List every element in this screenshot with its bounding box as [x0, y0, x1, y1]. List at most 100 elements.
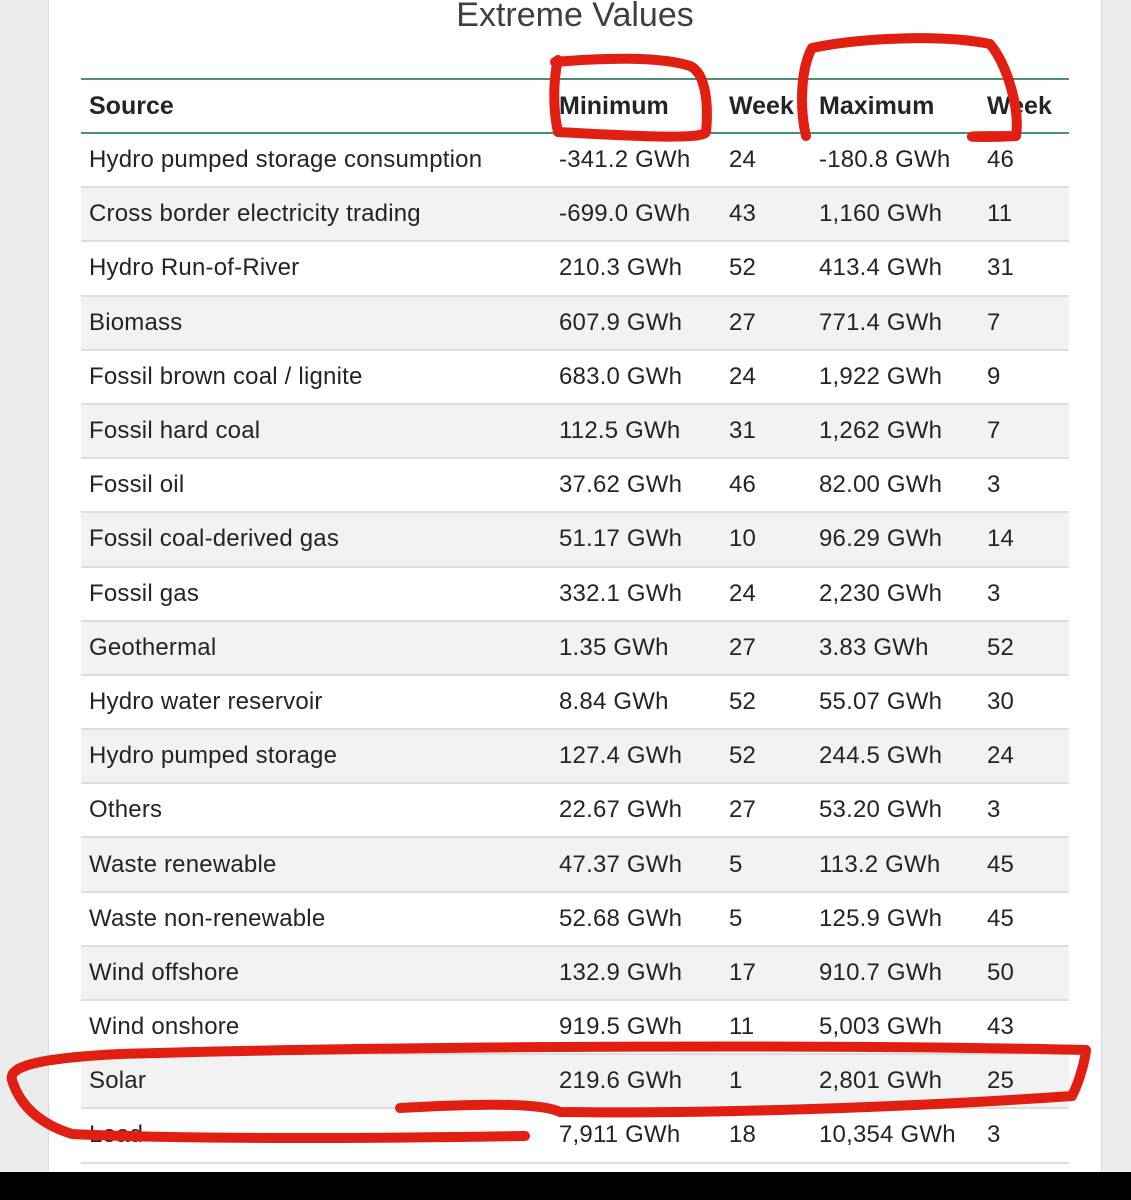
cell-source: Solar: [81, 1054, 551, 1110]
header-max-week[interactable]: Week: [979, 78, 1069, 134]
cell-maximum: 2,801 GWh: [811, 1054, 979, 1110]
cell-min-week: 31: [721, 403, 811, 460]
cell-minimum: -699.0 GWh: [551, 187, 721, 243]
table-row[interactable]: Fossil coal-derived gas 51.17 GWh 10 96.29 …: [81, 512, 1069, 568]
cell-min-week: 43: [721, 187, 811, 243]
table-row[interactable]: Biomass 607.9 GWh 27 771.4 GWh 7: [81, 295, 1069, 351]
cell-minimum: 683.0 GWh: [551, 349, 721, 405]
cell-source: Fossil hard coal: [81, 403, 551, 460]
cell-minimum: 52.68 GWh: [551, 891, 721, 947]
cell-min-week: 46: [721, 458, 811, 514]
table-row[interactable]: Wind onshore 919.5 GWh 11 5,003 GWh 43: [81, 1000, 1069, 1056]
table-header-row: Source Minimum Week Maximum Week: [81, 78, 1069, 134]
cell-minimum: 37.62 GWh: [551, 458, 721, 514]
page-title: Extreme Values: [456, 0, 694, 34]
cell-maximum: 1,922 GWh: [811, 349, 979, 405]
cell-min-week: 24: [721, 566, 811, 622]
table-row[interactable]: Solar 219.6 GWh 1 2,801 GWh 25: [81, 1054, 1069, 1110]
cell-minimum: 219.6 GWh: [551, 1054, 721, 1110]
table-row[interactable]: Waste renewable 47.37 GWh 5 113.2 GWh 45: [81, 837, 1069, 893]
cell-max-week: 52: [979, 620, 1069, 676]
cell-maximum: 55.07 GWh: [811, 674, 979, 731]
cell-min-week: 52: [721, 729, 811, 785]
cell-source: Load: [81, 1108, 551, 1164]
cell-source: Cross border electricity trading: [81, 187, 551, 243]
header-maximum[interactable]: Maximum: [811, 78, 979, 134]
extreme-values-table: Source Minimum Week Maximum Week Hydro p…: [81, 78, 1069, 1164]
table-row[interactable]: Load 7,911 GWh 18 10,354 GWh 3: [81, 1108, 1069, 1164]
cell-max-week: 24: [979, 729, 1069, 785]
cell-max-week: 7: [979, 295, 1069, 351]
table-row[interactable]: Fossil oil 37.62 GWh 46 82.00 GWh 3: [81, 458, 1069, 514]
cell-max-week: 46: [979, 133, 1069, 189]
header-minimum[interactable]: Minimum: [551, 78, 721, 134]
table-row[interactable]: Hydro water reservoir 8.84 GWh 52 55.07 GWh…: [81, 674, 1069, 731]
table-row[interactable]: Cross border electricity trading -699.0 G…: [81, 187, 1069, 243]
cell-maximum: 2,230 GWh: [811, 566, 979, 622]
cell-minimum: 127.4 GWh: [551, 729, 721, 785]
cell-maximum: 1,262 GWh: [811, 403, 979, 460]
cell-min-week: 18: [721, 1108, 811, 1164]
table-row[interactable]: Hydro pumped storage 127.4 GWh 52 244.5 GWh…: [81, 729, 1069, 785]
cell-maximum: 771.4 GWh: [811, 295, 979, 351]
table-row[interactable]: Waste non-renewable 52.68 GWh 5 125.9 GWh 45: [81, 891, 1069, 947]
cell-minimum: 332.1 GWh: [551, 566, 721, 622]
cell-min-week: 17: [721, 945, 811, 1002]
extreme-values-card: Extreme Values Source Minimum Week Maxim…: [48, 0, 1102, 1172]
table-row[interactable]: Others 22.67 GWh 27 53.20 GWh 3: [81, 783, 1069, 839]
cell-source: Waste renewable: [81, 837, 551, 893]
cell-source: Biomass: [81, 295, 551, 351]
cell-maximum: 3.83 GWh: [811, 620, 979, 676]
cell-min-week: 11: [721, 1000, 811, 1056]
cell-min-week: 24: [721, 349, 811, 405]
header-min-week[interactable]: Week: [721, 78, 811, 134]
cell-max-week: 3: [979, 566, 1069, 622]
cell-maximum: 125.9 GWh: [811, 891, 979, 947]
cell-max-week: 31: [979, 241, 1069, 297]
cell-max-week: 11: [979, 187, 1069, 243]
cell-min-week: 52: [721, 674, 811, 731]
bottom-bar: [0, 1172, 1131, 1200]
cell-min-week: 5: [721, 891, 811, 947]
cell-max-week: 3: [979, 458, 1069, 514]
cell-minimum: 112.5 GWh: [551, 403, 721, 460]
cell-source: Geothermal: [81, 620, 551, 676]
cell-maximum: 244.5 GWh: [811, 729, 979, 785]
cell-source: Hydro pumped storage: [81, 729, 551, 785]
table-row[interactable]: Hydro Run-of-River 210.3 GWh 52 413.4 GWh 31: [81, 241, 1069, 297]
cell-maximum: 96.29 GWh: [811, 512, 979, 568]
cell-max-week: 7: [979, 403, 1069, 460]
cell-min-week: 27: [721, 783, 811, 839]
cell-minimum: 919.5 GWh: [551, 1000, 721, 1056]
cell-min-week: 10: [721, 512, 811, 568]
cell-maximum: 113.2 GWh: [811, 837, 979, 893]
header-source[interactable]: Source: [81, 78, 551, 134]
table-body: Hydro pumped storage consumption -341.2 G…: [81, 133, 1069, 1164]
cell-max-week: 45: [979, 837, 1069, 893]
cell-min-week: 24: [721, 133, 811, 189]
table-row[interactable]: Hydro pumped storage consumption -341.2 G…: [81, 133, 1069, 189]
cell-minimum: -341.2 GWh: [551, 133, 721, 189]
table-row[interactable]: Fossil hard coal 112.5 GWh 31 1,262 GWh 7: [81, 403, 1069, 460]
cell-max-week: 43: [979, 1000, 1069, 1056]
table-row[interactable]: Geothermal 1.35 GWh 27 3.83 GWh 52: [81, 620, 1069, 676]
cell-maximum: 413.4 GWh: [811, 241, 979, 297]
cell-max-week: 9: [979, 349, 1069, 405]
table-row[interactable]: Fossil brown coal / lignite 683.0 GWh 24 1,…: [81, 349, 1069, 405]
cell-source: Fossil gas: [81, 566, 551, 622]
cell-minimum: 22.67 GWh: [551, 783, 721, 839]
cell-minimum: 8.84 GWh: [551, 674, 721, 731]
cell-max-week: 3: [979, 1108, 1069, 1164]
cell-maximum: 10,354 GWh: [811, 1108, 979, 1164]
table-row[interactable]: Fossil gas 332.1 GWh 24 2,230 GWh 3: [81, 566, 1069, 622]
cell-minimum: 1.35 GWh: [551, 620, 721, 676]
cell-maximum: 53.20 GWh: [811, 783, 979, 839]
cell-minimum: 7,911 GWh: [551, 1108, 721, 1164]
cell-max-week: 3: [979, 783, 1069, 839]
cell-max-week: 30: [979, 674, 1069, 731]
cell-max-week: 50: [979, 945, 1069, 1002]
table-row[interactable]: Wind offshore 132.9 GWh 17 910.7 GWh 50: [81, 945, 1069, 1002]
cell-source: Hydro water reservoir: [81, 674, 551, 731]
cell-min-week: 5: [721, 837, 811, 893]
cell-source: Fossil coal-derived gas: [81, 512, 551, 568]
